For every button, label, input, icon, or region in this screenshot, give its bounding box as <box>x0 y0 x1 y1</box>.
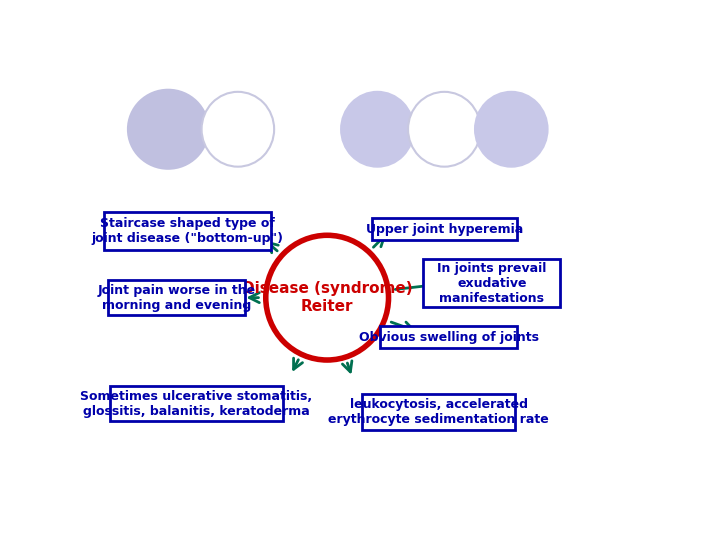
Text: Obvious swelling of joints: Obvious swelling of joints <box>359 330 539 343</box>
FancyBboxPatch shape <box>108 280 245 315</box>
Text: leukocytosis, accelerated
erythrocyte sedimentation rate: leukocytosis, accelerated erythrocyte se… <box>328 398 549 426</box>
Ellipse shape <box>202 92 274 167</box>
Text: Staircase shaped type of
joint disease ("bottom-up"): Staircase shaped type of joint disease (… <box>91 217 284 245</box>
Ellipse shape <box>408 92 481 167</box>
FancyBboxPatch shape <box>423 259 560 307</box>
Ellipse shape <box>128 90 208 168</box>
FancyBboxPatch shape <box>362 394 516 430</box>
Ellipse shape <box>266 235 389 360</box>
Text: Disease (syndrome)
Reiter: Disease (syndrome) Reiter <box>242 281 413 314</box>
Text: Sometimes ulcerative stomatitis,
glossitis, balanitis, keratoderma: Sometimes ulcerative stomatitis, glossit… <box>80 390 312 417</box>
FancyBboxPatch shape <box>372 218 517 240</box>
FancyBboxPatch shape <box>104 212 271 250</box>
Text: Joint pain worse in the
morning and evening: Joint pain worse in the morning and even… <box>97 284 256 312</box>
FancyBboxPatch shape <box>380 326 517 348</box>
Ellipse shape <box>341 92 413 167</box>
Text: Upper joint hyperemia: Upper joint hyperemia <box>366 222 523 235</box>
Ellipse shape <box>475 92 548 167</box>
FancyBboxPatch shape <box>109 386 282 421</box>
Text: In joints prevail
exudative
manifestations: In joints prevail exudative manifestatio… <box>437 261 546 305</box>
